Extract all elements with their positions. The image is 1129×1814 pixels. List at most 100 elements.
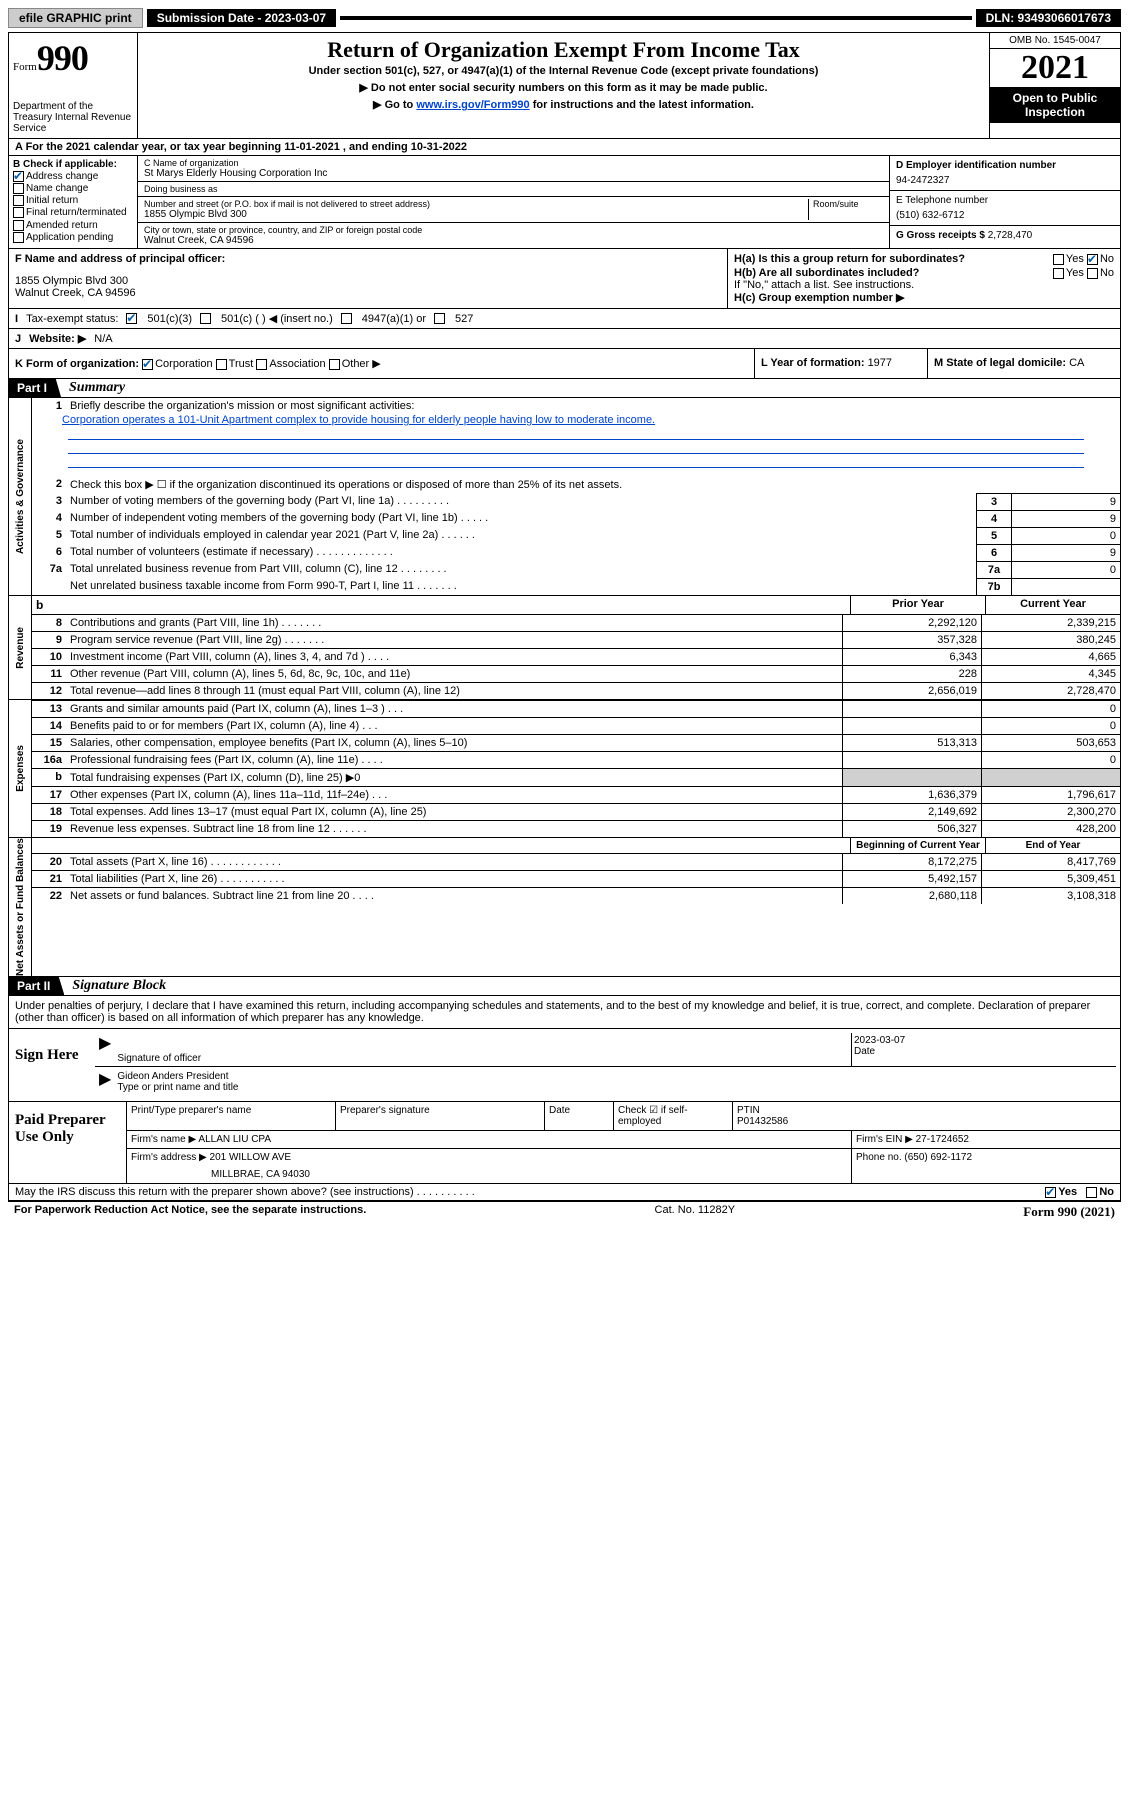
instr-ssn: ▶ Do not enter social security numbers o…	[144, 81, 983, 94]
part1-title: Summary	[61, 380, 125, 396]
ha-yes-cb[interactable]	[1053, 254, 1064, 265]
vtab-expenses: Expenses	[15, 745, 26, 792]
phone-value: (510) 632-6712	[896, 210, 1114, 221]
activities-governance: Activities & Governance 1Briefly describ…	[9, 398, 1120, 596]
summary-line: 11Other revenue (Part VIII, column (A), …	[32, 665, 1120, 682]
org-name-label: C Name of organization	[144, 158, 883, 168]
ha-no-cb[interactable]	[1087, 254, 1098, 265]
firm-addr1: 201 WILLOW AVE	[210, 1152, 292, 1163]
form-number: 990	[37, 38, 88, 78]
ptin-value: P01432586	[737, 1116, 788, 1127]
form-label: Form	[13, 61, 37, 73]
website-row: J Website: ▶ N/A	[9, 329, 1120, 349]
cb-corp[interactable]	[142, 359, 153, 370]
summary-line: bTotal fundraising expenses (Part IX, co…	[32, 768, 1120, 786]
city-value: Walnut Creek, CA 94596	[144, 235, 883, 246]
summary-line: 10Investment income (Part VIII, column (…	[32, 648, 1120, 665]
tax-period: A For the 2021 calendar year, or tax yea…	[9, 139, 1120, 156]
summary-line: 18Total expenses. Add lines 13–17 (must …	[32, 803, 1120, 820]
cb-address-change[interactable]	[13, 171, 24, 182]
ein-label: D Employer identification number	[896, 160, 1056, 171]
vtab-gov: Activities & Governance	[15, 439, 26, 554]
vtab-netassets: Net Assets or Fund Balances	[15, 838, 26, 976]
form-title: Return of Organization Exempt From Incom…	[144, 37, 983, 63]
current-year-header: Current Year	[985, 596, 1120, 614]
officer-addr1: 1855 Olympic Blvd 300	[15, 275, 721, 287]
form-subtitle: Under section 501(c), 527, or 4947(a)(1)…	[144, 65, 983, 77]
cb-501c3[interactable]	[126, 313, 137, 324]
summary-line: 13Grants and similar amounts paid (Part …	[32, 700, 1120, 717]
instr-link: ▶ Go to www.irs.gov/Form990 for instruct…	[144, 98, 983, 111]
cb-assoc[interactable]	[256, 359, 267, 370]
cb-final-return[interactable]	[13, 207, 24, 218]
hb-yes-cb[interactable]	[1053, 268, 1064, 279]
cat-no: Cat. No. 11282Y	[655, 1204, 736, 1220]
discuss-no-cb[interactable]	[1086, 1187, 1097, 1198]
org-name: St Marys Elderly Housing Corporation Inc	[144, 168, 883, 179]
website-value: N/A	[94, 333, 112, 345]
gross-label: G Gross receipts $	[896, 230, 988, 241]
page-footer: For Paperwork Reduction Act Notice, see …	[8, 1201, 1121, 1222]
revenue-section: Revenue b Prior Year Current Year 8Contr…	[9, 596, 1120, 700]
summary-line: 3Number of voting members of the governi…	[32, 493, 1120, 510]
signature-intro: Under penalties of perjury, I declare th…	[9, 996, 1120, 1029]
netassets-section: Net Assets or Fund Balances Beginning of…	[9, 838, 1120, 977]
summary-line: 5Total number of individuals employed in…	[32, 527, 1120, 544]
paperwork-notice: For Paperwork Reduction Act Notice, see …	[14, 1204, 366, 1220]
street-value: 1855 Olympic Blvd 300	[144, 209, 808, 220]
sign-here-label: Sign Here	[9, 1029, 91, 1101]
summary-line: 14Benefits paid to or for members (Part …	[32, 717, 1120, 734]
part2-title: Signature Block	[64, 978, 166, 994]
cb-501c[interactable]	[200, 313, 211, 324]
summary-line: 6Total number of volunteers (estimate if…	[32, 544, 1120, 561]
expenses-section: Expenses 13Grants and similar amounts pa…	[9, 700, 1120, 838]
firm-addr2: MILLBRAE, CA 94030	[131, 1163, 847, 1180]
phone-label: E Telephone number	[896, 195, 1114, 206]
cb-4947[interactable]	[341, 313, 352, 324]
end-year-header: End of Year	[985, 838, 1120, 853]
summary-line: 21Total liabilities (Part X, line 26) . …	[32, 870, 1120, 887]
dln-label: DLN: 93493066017673	[976, 9, 1121, 27]
check-applicable-col: B Check if applicable: Address change Na…	[9, 156, 138, 248]
firm-phone: (650) 692-1172	[904, 1152, 972, 1163]
summary-line: 15Salaries, other compensation, employee…	[32, 734, 1120, 751]
cb-initial-return[interactable]	[13, 195, 24, 206]
paid-preparer-label: Paid Preparer Use Only	[9, 1102, 126, 1183]
gross-value: 2,728,470	[988, 230, 1033, 241]
officer-h-row: F Name and address of principal officer:…	[9, 249, 1120, 309]
cb-amended[interactable]	[13, 220, 24, 231]
tax-exempt-row: I Tax-exempt status: 501(c)(3) 501(c) ( …	[9, 309, 1120, 329]
open-public-badge: Open to Public Inspection	[990, 87, 1120, 123]
cb-name-change[interactable]	[13, 183, 24, 194]
cb-527[interactable]	[434, 313, 445, 324]
summary-line: 12Total revenue—add lines 8 through 11 (…	[32, 682, 1120, 699]
hb-no-cb[interactable]	[1087, 268, 1098, 279]
paid-preparer-row: Paid Preparer Use Only Print/Type prepar…	[9, 1102, 1120, 1184]
omb-number: OMB No. 1545-0047	[990, 33, 1120, 49]
cb-app-pending[interactable]	[13, 232, 24, 243]
irs-link[interactable]: www.irs.gov/Form990	[416, 99, 529, 111]
hb-label: H(b) Are all subordinates included?	[734, 267, 919, 279]
ha-label: H(a) Is this a group return for subordin…	[734, 253, 965, 265]
entity-block: B Check if applicable: Address change Na…	[9, 156, 1120, 249]
state-domicile: CA	[1069, 357, 1084, 369]
dba-label: Doing business as	[144, 184, 883, 194]
year-formation: 1977	[868, 357, 892, 369]
summary-line: Net unrelated business taxable income fr…	[32, 578, 1120, 595]
part1-header: Part I Summary	[9, 379, 1120, 398]
cb-other[interactable]	[329, 359, 340, 370]
officer-name: Gideon Anders President	[117, 1071, 1114, 1082]
hb-note: If "No," attach a list. See instructions…	[734, 279, 1114, 291]
room-label: Room/suite	[813, 199, 883, 209]
part1-tab: Part I	[9, 379, 61, 397]
prior-year-header: Prior Year	[850, 596, 985, 614]
efile-button[interactable]: efile GRAPHIC print	[8, 8, 143, 28]
summary-line: 8Contributions and grants (Part VIII, li…	[32, 614, 1120, 631]
officer-addr2: Walnut Creek, CA 94596	[15, 287, 721, 299]
summary-line: 17Other expenses (Part IX, column (A), l…	[32, 786, 1120, 803]
form-header: Form990 Department of the Treasury Inter…	[9, 33, 1120, 139]
discuss-yes-cb[interactable]	[1045, 1187, 1056, 1198]
submission-date: Submission Date - 2023-03-07	[147, 9, 336, 27]
cb-trust[interactable]	[216, 359, 227, 370]
officer-label: F Name and address of principal officer:	[15, 253, 225, 265]
